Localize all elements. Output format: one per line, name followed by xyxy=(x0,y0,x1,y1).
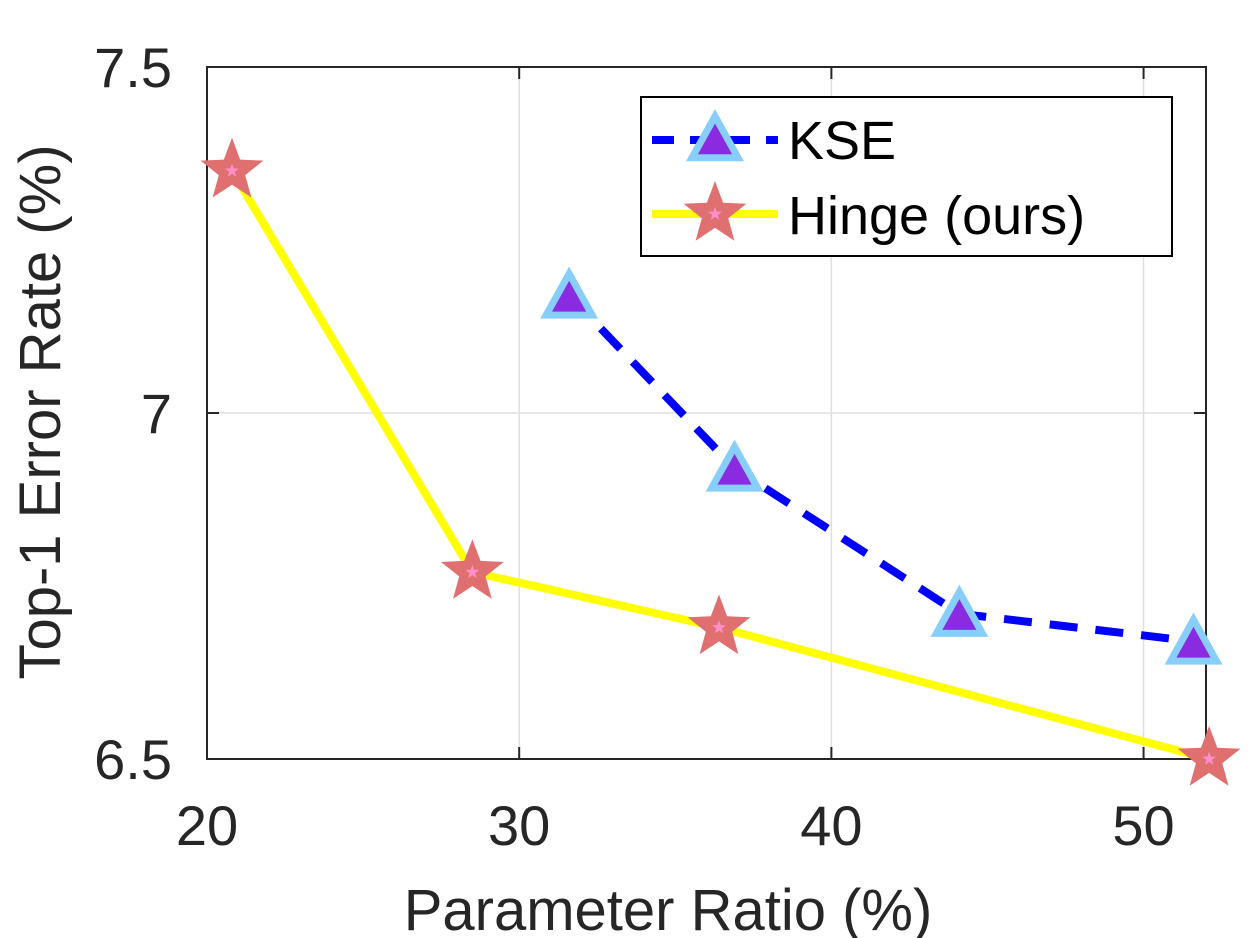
star-center xyxy=(712,620,726,634)
star-center xyxy=(1202,751,1216,765)
series-layer xyxy=(228,168,1211,763)
kse-point xyxy=(1164,612,1223,665)
marker-layer xyxy=(200,137,1241,786)
star-center xyxy=(225,163,239,177)
legend-marker-hinge xyxy=(683,181,747,241)
y-tick-label: 7.5 xyxy=(94,36,172,99)
kse-point xyxy=(540,266,599,319)
x-tick-label: 30 xyxy=(488,794,550,857)
ticks: 20 30 40 50 6.5 7 7.5 xyxy=(94,36,1206,857)
hinge-point xyxy=(687,594,751,655)
x-tick-label: 20 xyxy=(176,794,238,857)
series-line-kse xyxy=(566,292,1194,646)
series-line-hinge xyxy=(228,168,1211,763)
hinge-point xyxy=(200,137,264,198)
legend-entry-kse xyxy=(652,109,778,162)
y-tick-label: 6.5 xyxy=(94,728,172,791)
y-axis-label: Top-1 Error Rate (%) xyxy=(8,144,73,679)
legend: KSE Hinge (ours) xyxy=(640,96,1173,257)
legend-marker-kse xyxy=(686,109,744,162)
legend-label-kse: KSE xyxy=(788,111,896,171)
star-center xyxy=(708,206,722,220)
y-tick-label: 7 xyxy=(141,382,172,445)
legend-label-hinge: Hinge (ours) xyxy=(788,186,1085,246)
hinge-point xyxy=(441,539,504,599)
star-center xyxy=(465,564,480,578)
x-tick-label: 40 xyxy=(800,794,862,857)
x-axis-label: Parameter Ratio (%) xyxy=(404,878,933,938)
x-tick-label: 50 xyxy=(1112,794,1174,857)
legend-entry-hinge xyxy=(652,181,778,241)
kse-point xyxy=(705,439,764,492)
hinge-point xyxy=(1177,726,1241,786)
kse-point xyxy=(930,584,989,637)
